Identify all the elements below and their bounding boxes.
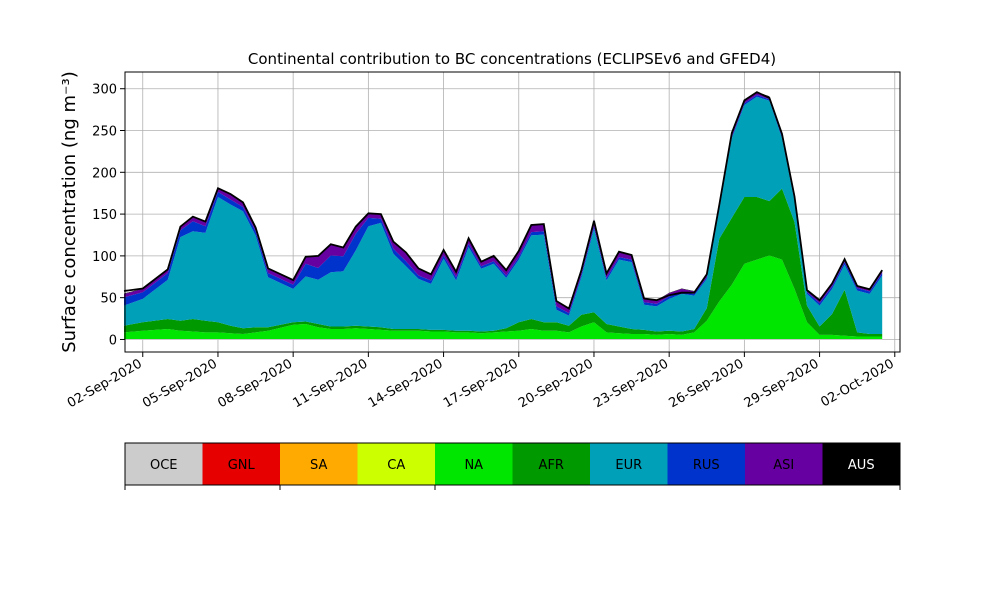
y-tick-label: 150 <box>92 208 117 223</box>
legend-swatch-rus <box>667 443 745 485</box>
x-tick-label: 11-Sep-2020 <box>291 356 371 411</box>
legend-label-rus: RUS <box>693 458 720 473</box>
legend-label-aus: AUS <box>848 458 875 473</box>
area-eur <box>124 96 883 334</box>
legend-label-ca: CA <box>387 458 405 473</box>
x-tick-label: 29-Sep-2020 <box>742 356 822 411</box>
legend-label-sa: SA <box>310 458 327 473</box>
x-tick-label: 02-Sep-2020 <box>65 356 145 411</box>
total-line <box>123 91 883 310</box>
legend-frame <box>124 442 901 486</box>
area-afr <box>124 188 883 337</box>
y-tick-label: 0 <box>109 333 117 348</box>
plot-frame <box>124 71 901 353</box>
legend-label-asi: ASI <box>773 458 794 473</box>
y-tick-label: 100 <box>92 250 117 265</box>
legend-swatch-na <box>435 443 513 485</box>
x-tick-label: 08-Sep-2020 <box>215 356 295 411</box>
area-layer <box>123 91 883 340</box>
y-axis-label: Surface concentration (ng m⁻³) <box>59 71 80 353</box>
x-tick-label: 02-Oct-2020 <box>818 356 896 410</box>
legend-label-gnl: GNL <box>228 458 256 473</box>
x-tick-label: 05-Sep-2020 <box>140 356 220 411</box>
legend-swatch-gnl <box>202 443 280 485</box>
y-tick-label: 250 <box>92 125 117 140</box>
y-tick-label: 200 <box>92 166 117 181</box>
legend-swatch-ca <box>357 443 435 485</box>
x-tick-label: 17-Sep-2020 <box>441 356 521 411</box>
area-asi <box>124 92 883 314</box>
legend-label-oce: OCE <box>150 458 178 473</box>
x-tick-label: 20-Sep-2020 <box>516 356 596 411</box>
legend-swatch-eur <box>590 443 668 485</box>
legend-label-na: NA <box>464 458 483 473</box>
legend: OCE GNL SA CA NA AFR EUR RUS ASI AUS <box>124 442 901 490</box>
chart-title: Continental contribution to BC concentra… <box>248 50 776 68</box>
legend-swatch-sa <box>280 443 358 485</box>
legend-swatch-afr <box>512 443 590 485</box>
legend-swatch-asi <box>745 443 823 485</box>
x-tick-label: 14-Sep-2020 <box>366 356 446 411</box>
x-tick-label: 23-Sep-2020 <box>591 356 671 411</box>
area-na <box>124 255 883 339</box>
legend-swatch-oce <box>125 443 203 485</box>
y-tick-label: 300 <box>92 83 117 98</box>
legend-label-eur: EUR <box>615 458 642 473</box>
y-tick-label: 50 <box>100 292 117 307</box>
legend-label-afr: AFR <box>539 458 564 473</box>
legend-swatch-aus <box>822 443 900 485</box>
x-tick-label: 26-Sep-2020 <box>667 356 747 411</box>
area-oce <box>124 339 883 340</box>
